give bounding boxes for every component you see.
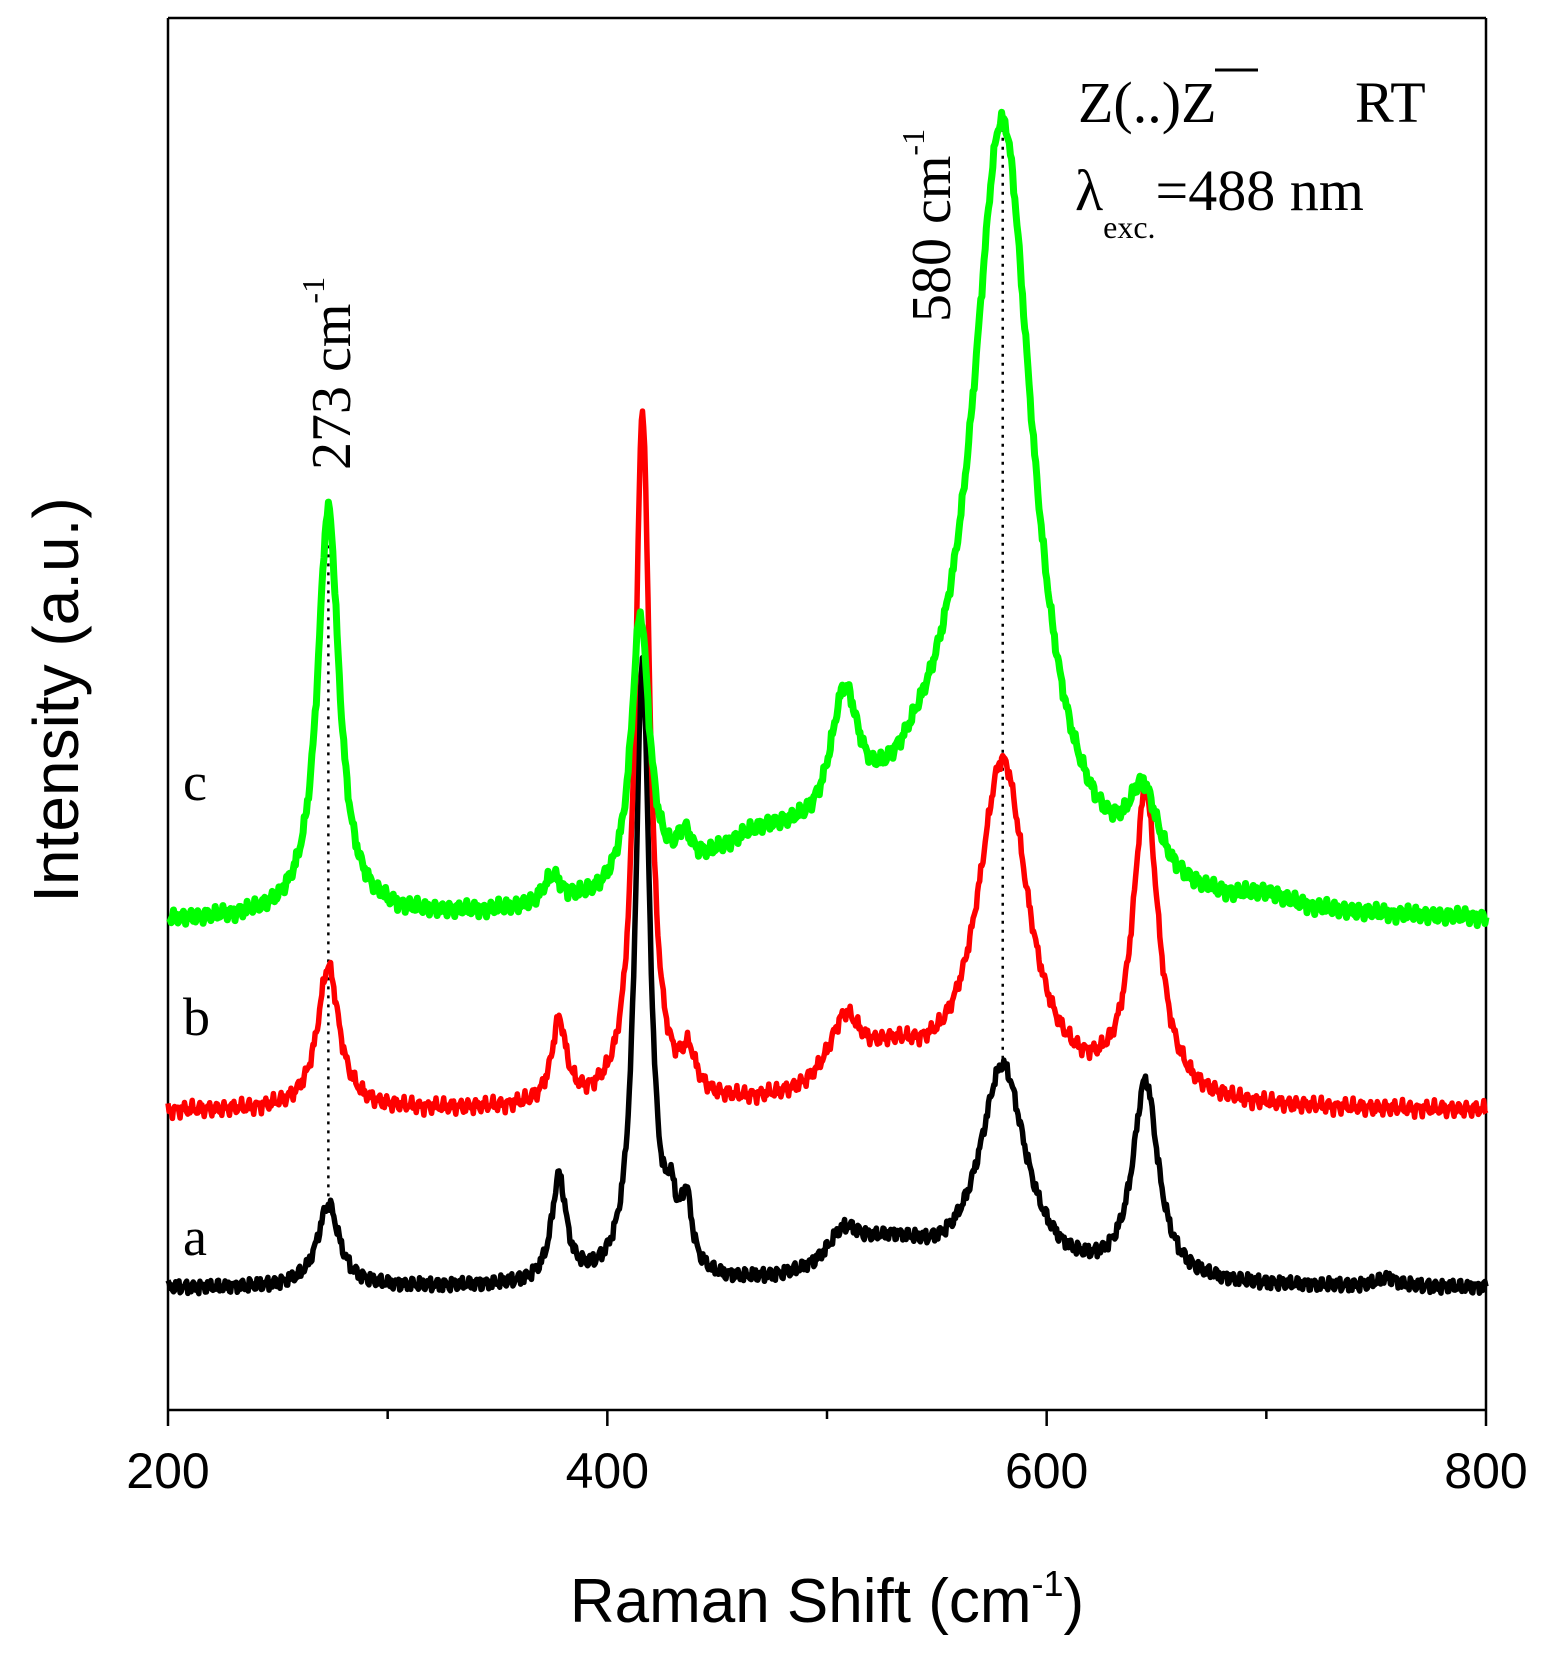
lambda-subscript: exc. xyxy=(1103,209,1155,245)
plot-frame xyxy=(166,16,1488,1412)
geometry-z-bar: Z xyxy=(1181,70,1216,135)
peak-annotation-580-sup: -1 xyxy=(895,129,931,156)
temperature-label: RT xyxy=(1355,70,1426,135)
series-label-a: a xyxy=(183,1207,207,1267)
series-label-c: c xyxy=(183,752,207,812)
lambda-symbol: λ xyxy=(1075,158,1103,223)
peak-annotation-273-sup: -1 xyxy=(295,277,331,304)
x-tick-label: 400 xyxy=(566,1443,649,1499)
y-axis-title: Intensity (a.u.) xyxy=(20,497,92,903)
excitation-wavelength: λexc.=488 nm xyxy=(1075,158,1364,245)
x-tick-label: 200 xyxy=(126,1443,209,1499)
x-axis-title-end: ) xyxy=(1064,1567,1085,1636)
x-tick-label: 600 xyxy=(1005,1443,1088,1499)
geometry-prefix: Z(..) xyxy=(1078,70,1181,135)
x-axis-ticks: 200 400 600 800 xyxy=(126,1410,1528,1499)
spectra xyxy=(165,108,1490,1297)
peak-annotation-580-text: 580 cm xyxy=(901,156,963,322)
series-line-b xyxy=(165,408,1489,1122)
series-label-b: b xyxy=(183,987,210,1047)
series-line-c xyxy=(165,108,1490,930)
peak-annotation-273-text: 273 cm xyxy=(301,304,363,470)
series-line-a xyxy=(165,654,1489,1297)
peak-annotation-580: 580 cm-1 xyxy=(895,129,963,322)
x-axis-title: Raman Shift (cm-1) xyxy=(570,1563,1084,1636)
scattering-geometry: Z(..)Z xyxy=(1078,70,1217,135)
lambda-value: =488 nm xyxy=(1156,158,1364,223)
x-axis-title-sup: -1 xyxy=(1032,1563,1064,1604)
x-tick-label: 800 xyxy=(1444,1443,1527,1499)
peak-annotation-273: 273 cm-1 xyxy=(295,277,363,470)
x-axis-title-text: Raman Shift (cm xyxy=(570,1567,1032,1636)
